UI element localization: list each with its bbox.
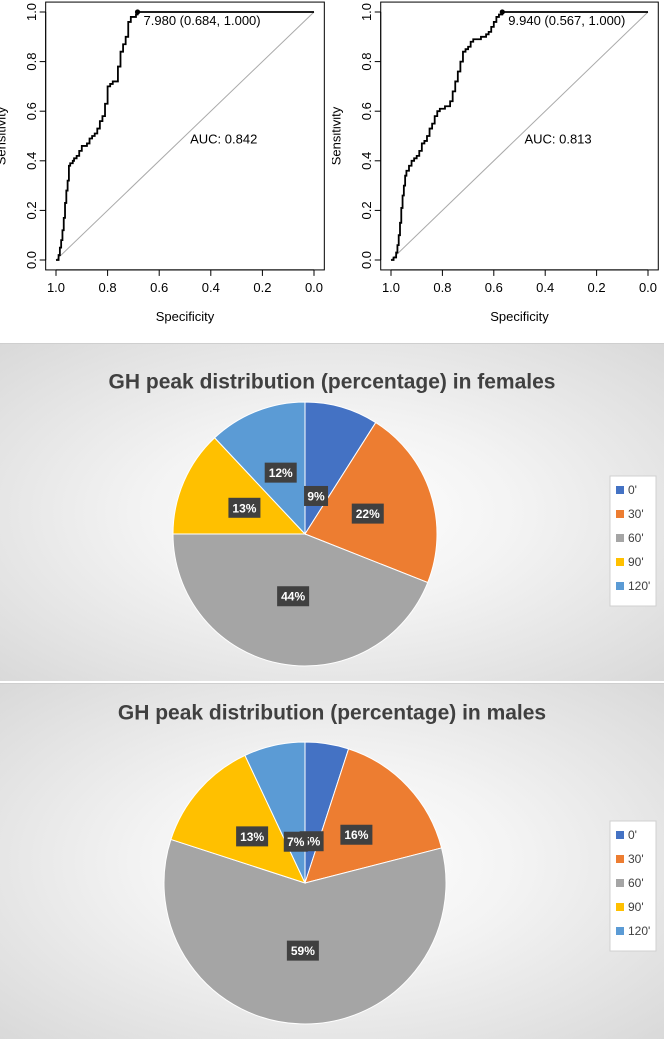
data-label: 22% <box>356 507 380 521</box>
legend-label: 0' <box>628 483 637 497</box>
legend-swatch <box>616 927 624 935</box>
pie-plot-males: GH peak distribution (percentage) in mal… <box>118 702 657 1025</box>
y-axis-title: Sensitivity <box>0 106 9 165</box>
legend-swatch <box>616 558 624 566</box>
data-label-box <box>277 586 310 607</box>
y-tick-label: 1.0 <box>359 3 374 21</box>
pie-title: GH peak distribution (percentage) in fem… <box>109 371 556 394</box>
data-label: 59% <box>291 944 315 958</box>
pie-slice <box>213 401 306 536</box>
pie-title: GH peak distribution (percentage) in mal… <box>118 702 546 725</box>
y-axis-title: Sensitivity <box>332 106 344 165</box>
data-label: 7% <box>287 835 305 849</box>
x-tick-label: 0.2 <box>253 280 271 295</box>
roc-curve <box>391 11 648 261</box>
roc-curve <box>56 11 314 261</box>
reference-diagonal <box>55 11 315 261</box>
x-tick-label: 0.0 <box>305 280 323 295</box>
pie-slice <box>170 754 306 884</box>
data-label-box <box>236 826 269 847</box>
legend-label: 90' <box>628 555 644 569</box>
legend-swatch <box>616 510 624 518</box>
legend-swatch <box>616 582 624 590</box>
x-tick-label: 0.8 <box>99 280 117 295</box>
pie-slice <box>172 437 307 535</box>
y-tick-label: 0.8 <box>359 53 374 71</box>
y-tick-label: 0.2 <box>24 201 39 219</box>
y-tick-label: 0.8 <box>24 53 39 71</box>
pie-chart-males: GH peak distribution (percentage) in mal… <box>0 683 664 1039</box>
x-tick-label: 0.2 <box>588 280 606 295</box>
pie-plot-females: GH peak distribution (percentage) in fem… <box>109 371 657 667</box>
legend-swatch <box>616 486 624 494</box>
data-label-box <box>264 462 297 483</box>
roc-plot-right: 1.0 0.8 0.6 0.4 0.2 0.0 Specificity 0.0 0.2 0.4 0.… <box>329 1 659 324</box>
x-axis-title: Specificity <box>156 309 215 324</box>
roc-chart-right: 1.0 0.8 0.6 0.4 0.2 0.0 Specificity 0.0 0.2 0.4 0.… <box>329 0 664 340</box>
x-tick-label: 1.0 <box>382 280 400 295</box>
threshold-point <box>134 9 141 15</box>
pie-chart-females: GH peak distribution (percentage) in fem… <box>0 343 664 681</box>
reference-diagonal <box>390 11 649 261</box>
x-tick-label: 0.8 <box>433 280 451 295</box>
legend-label: 0' <box>628 828 637 842</box>
y-tick-label: 0.4 <box>359 152 374 170</box>
legend-label: 120' <box>628 924 650 938</box>
legend-swatch <box>616 879 624 887</box>
legend-swatch <box>616 903 624 911</box>
data-label-box <box>340 824 373 845</box>
data-label: 12% <box>269 466 293 480</box>
x-tick-label: 1.0 <box>47 280 65 295</box>
x-tick-label: 0.4 <box>536 280 554 295</box>
pie-slice <box>304 421 438 584</box>
y-tick-label: 0.0 <box>359 251 374 269</box>
data-label: 44% <box>281 590 305 604</box>
data-label-box <box>304 485 329 506</box>
legend-label: 30' <box>628 852 644 866</box>
threshold-label: 9.940 (0.567, 1.000) <box>508 13 625 28</box>
y-tick-label: 0.6 <box>359 102 374 120</box>
threshold-label: 7.980 (0.684, 1.000) <box>144 13 261 28</box>
legend-label: 60' <box>628 876 644 890</box>
y-tick-label: 0.2 <box>359 201 374 219</box>
legend-swatch <box>616 534 624 542</box>
x-tick-label: 0.4 <box>202 280 220 295</box>
y-tick-label: 0.6 <box>24 102 39 120</box>
x-axis-title: Specificity <box>490 309 549 324</box>
data-label: 16% <box>344 828 368 842</box>
y-tick-label: 1.0 <box>24 3 39 21</box>
data-label-box <box>351 503 384 524</box>
threshold-point <box>499 9 505 15</box>
data-label-box <box>286 940 319 961</box>
data-label: 13% <box>240 830 264 844</box>
legend-swatch <box>616 855 624 863</box>
data-label: 13% <box>232 501 256 515</box>
x-tick-label: 0.6 <box>150 280 168 295</box>
legend-label: 120' <box>628 579 650 593</box>
legend-swatch <box>616 831 624 839</box>
auc-label: AUC: 0.813 <box>524 131 591 146</box>
legend-label: 30' <box>628 507 644 521</box>
x-tick-label: 0.0 <box>639 280 657 295</box>
pie-slice <box>304 748 443 884</box>
data-label-box <box>228 497 261 518</box>
x-tick-label: 0.6 <box>485 280 503 295</box>
roc-plot-left: 1.0 0.8 0.6 0.4 0.2 0.0 Specificity 0.0 0.2 0.4 0.… <box>0 1 325 324</box>
auc-label: AUC: 0.842 <box>190 131 257 146</box>
y-tick-label: 0.0 <box>24 251 39 269</box>
pie-slice <box>163 838 447 1025</box>
data-label-box <box>283 831 308 852</box>
y-tick-label: 0.4 <box>24 152 39 170</box>
data-label: 9% <box>307 489 325 503</box>
roc-chart-left: 1.0 0.8 0.6 0.4 0.2 0.0 Specificity 0.0 0.2 0.4 0.… <box>0 0 332 340</box>
legend-label: 60' <box>628 531 644 545</box>
legend-label: 90' <box>628 900 644 914</box>
